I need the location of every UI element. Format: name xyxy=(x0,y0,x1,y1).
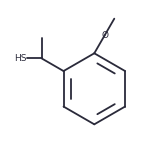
Text: HS: HS xyxy=(14,54,26,63)
Text: O: O xyxy=(101,31,108,40)
